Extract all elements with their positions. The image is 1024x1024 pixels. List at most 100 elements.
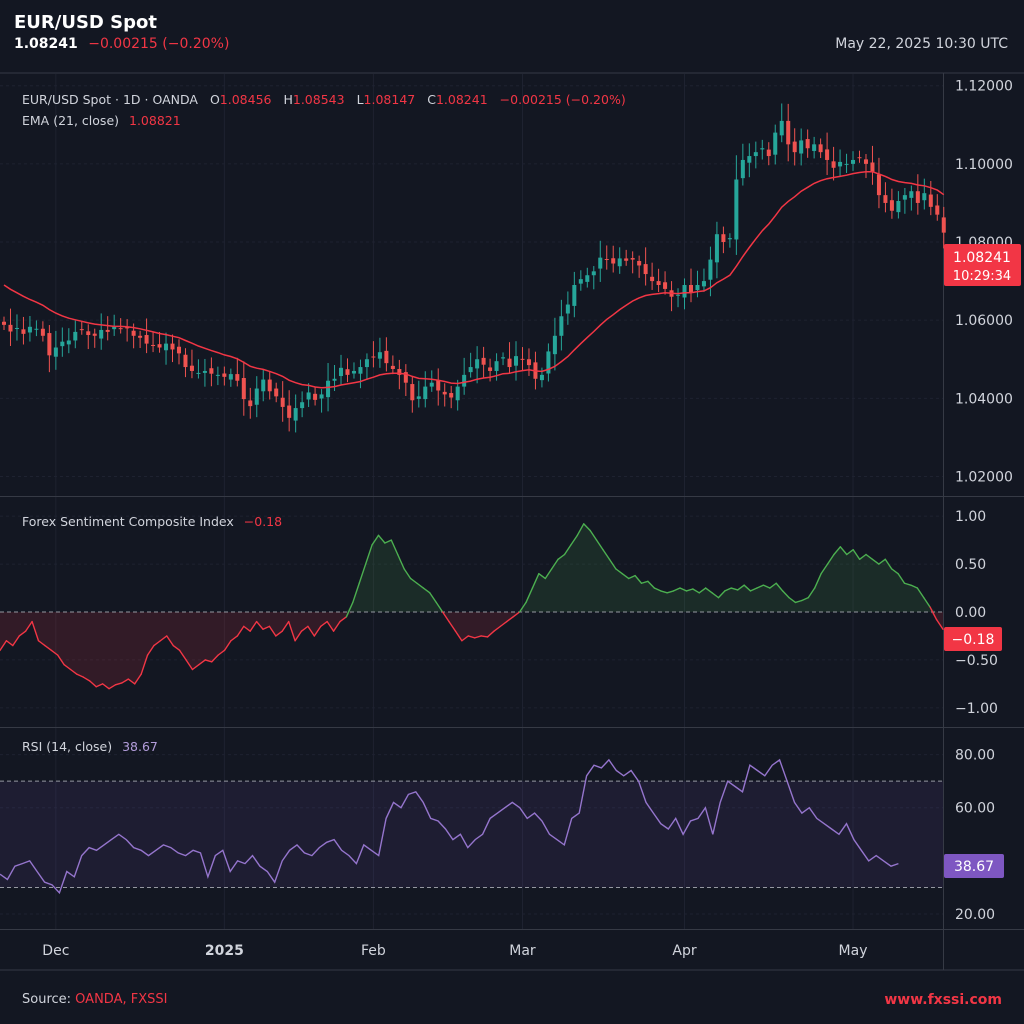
candle-body (637, 260, 642, 266)
candle (377, 337, 382, 368)
sentiment-segment (268, 625, 277, 637)
sentiment-segment (589, 529, 598, 541)
sentiment-segment (204, 659, 213, 663)
sentiment-segment (24, 620, 33, 632)
candle-body (552, 335, 557, 355)
candle-body (870, 162, 875, 172)
candle-body (928, 194, 933, 207)
candle-body (889, 200, 894, 211)
sentiment-segment (416, 582, 425, 589)
candle-body (228, 374, 233, 380)
candle (157, 331, 162, 353)
candle (151, 331, 156, 353)
sentiment-segment (31, 620, 40, 642)
sentiment-segment (935, 618, 944, 630)
sentiment-segment (531, 572, 540, 589)
candle-body (157, 344, 162, 348)
candle-body (650, 276, 655, 282)
candle (287, 390, 292, 432)
candle-body (909, 191, 914, 198)
rsi-value-label: 38.67 (954, 859, 994, 875)
candle-body (377, 352, 382, 359)
candle (902, 188, 907, 214)
candle-body (371, 356, 376, 358)
candle (1, 316, 7, 331)
candle-body (209, 368, 214, 374)
sentiment-segment (576, 523, 585, 537)
candle (786, 103, 791, 162)
sentiment-segment (595, 539, 604, 551)
candle (21, 316, 26, 345)
candle-body (922, 193, 927, 201)
candle (468, 352, 473, 378)
price-panel[interactable] (1, 103, 946, 433)
sentiment-value-label: −0.18 (952, 632, 995, 648)
candle (851, 151, 856, 171)
sentiment-segment (801, 596, 809, 602)
candle-body (786, 120, 791, 145)
source-footer: Source: OANDA, FXSSI (22, 992, 167, 1007)
candle-body (280, 397, 285, 407)
candle (351, 362, 356, 379)
candle-body (138, 335, 143, 338)
candle (701, 268, 706, 292)
legend-o-label: O (210, 92, 220, 107)
candle-body (753, 152, 758, 157)
candle-body (287, 405, 292, 418)
sentiment-segment (18, 630, 27, 637)
candle-body (202, 370, 207, 373)
candle-body (455, 386, 460, 401)
candle (792, 128, 797, 166)
sentiment-tick-label: 1.00 (955, 509, 986, 525)
price-tick-label: 1.06000 (955, 313, 1013, 329)
candle (313, 386, 318, 406)
candle-body (578, 279, 583, 284)
candle-body (520, 358, 525, 360)
sentiment-segment (397, 553, 405, 570)
candle (883, 182, 888, 213)
candle-body (792, 141, 797, 153)
sentiment-segment (185, 659, 194, 671)
sentiment-segment (114, 682, 123, 686)
rsi-tick-label: 60.00 (955, 801, 995, 817)
sentiment-segment (236, 625, 245, 637)
candle-body (688, 285, 694, 293)
candle-body (79, 329, 84, 331)
candle (650, 262, 655, 290)
candle (760, 139, 765, 160)
candle (390, 355, 395, 375)
sentiment-line (0, 523, 944, 690)
candle (520, 347, 525, 372)
site-link[interactable]: www.fxssi.com (884, 992, 1002, 1008)
rsi-panel[interactable] (0, 758, 943, 895)
candle (676, 288, 681, 308)
candle-body (501, 357, 506, 359)
last-price-tag-bg (944, 244, 1021, 286)
sentiment-segment (82, 676, 91, 682)
candle-body (306, 392, 311, 400)
candle (572, 271, 577, 318)
sentiment-segment (76, 673, 85, 678)
candle-body (468, 367, 473, 373)
candle-body (73, 331, 78, 341)
candle-body (267, 379, 272, 392)
candle (228, 368, 233, 387)
sentiment-segment (352, 582, 360, 604)
candle (73, 320, 78, 349)
countdown-label: 10:29:34 (953, 269, 1011, 284)
candle (526, 348, 531, 376)
sentiment-segment (743, 584, 752, 592)
candle-body (727, 238, 732, 240)
candle (552, 317, 557, 371)
sentiment-segment (480, 635, 489, 638)
candle (92, 328, 97, 348)
last-price-label: 1.08241 (953, 250, 1011, 266)
sentiment-segment (550, 558, 559, 570)
candle-body (935, 205, 940, 215)
sentiment-panel[interactable] (0, 523, 944, 690)
candle-body (526, 359, 531, 366)
sentiment-segment (506, 616, 514, 623)
candle-body (274, 388, 279, 397)
sentiment-value-tag-bg (944, 627, 1002, 651)
